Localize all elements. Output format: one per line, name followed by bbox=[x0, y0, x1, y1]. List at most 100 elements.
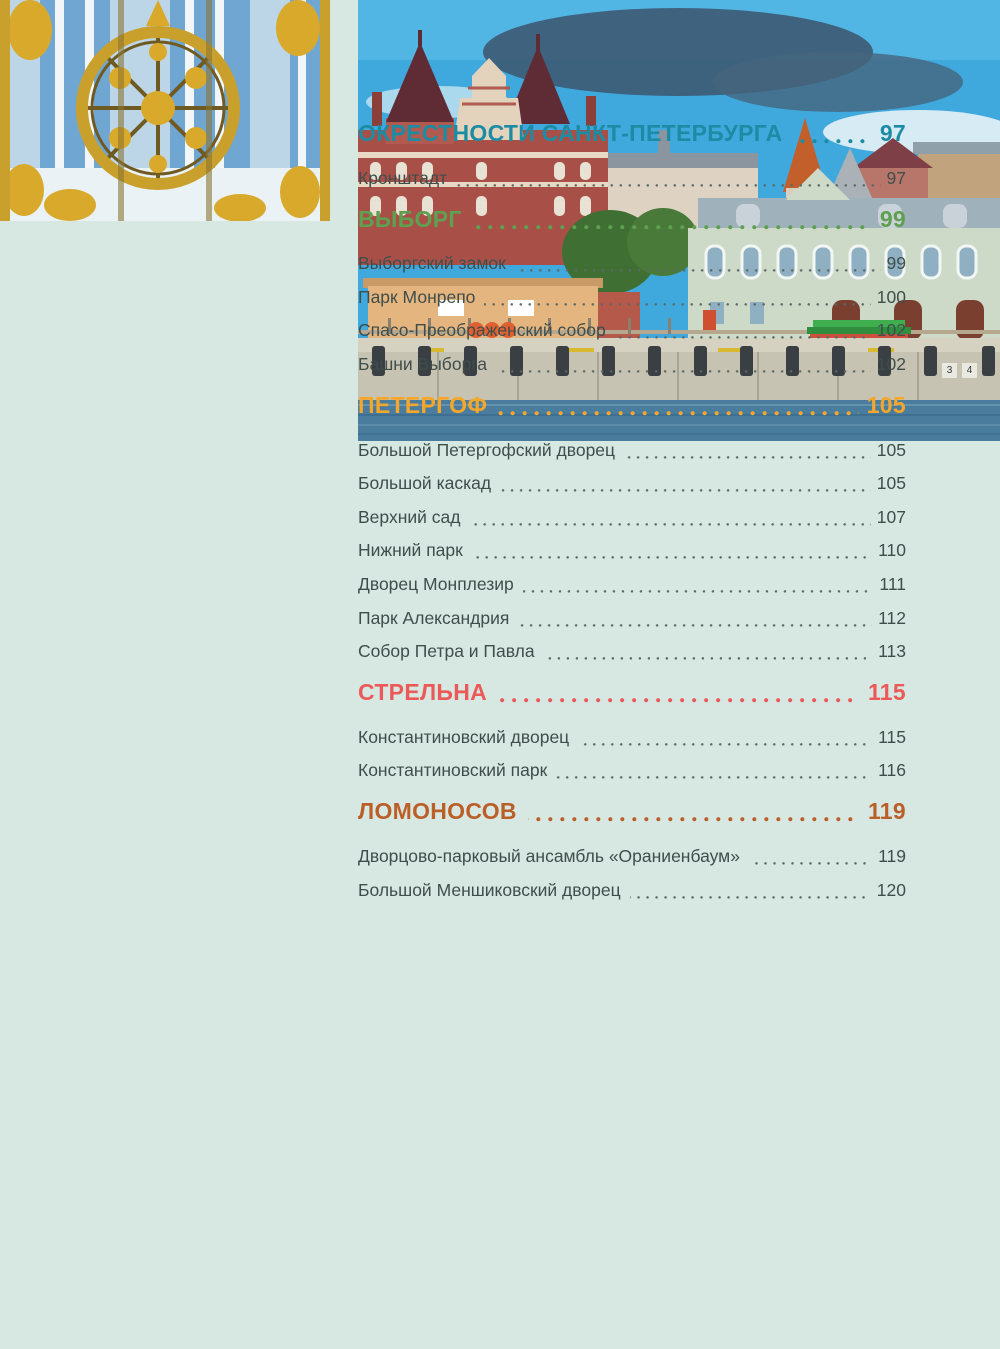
dotted-leader bbox=[494, 397, 862, 420]
dotted-leader bbox=[498, 478, 873, 496]
entry-page-number: 102 bbox=[876, 320, 906, 341]
entry-page-number: 112 bbox=[878, 607, 906, 628]
maroon-spire-right bbox=[506, 46, 570, 124]
entry-title: Дворцово-парковый ансамбль «Ораниенбаум» bbox=[358, 845, 740, 866]
dotted-leader bbox=[494, 684, 864, 707]
entry-page-number: 107 bbox=[876, 506, 906, 527]
section-header: ПЕТЕРГОФ 105 bbox=[358, 390, 906, 420]
section-page-number: 99 bbox=[879, 205, 906, 232]
entry-title: Верхний сад bbox=[358, 506, 461, 527]
entry-title: Нижний парк bbox=[358, 540, 463, 561]
maroon-spire-left bbox=[386, 42, 454, 122]
toc-entry: Собор Петра и Павла 113 bbox=[358, 630, 906, 664]
gilded-ring bbox=[76, 26, 240, 190]
toc-entry: Константиновский дворец 115 bbox=[358, 715, 906, 749]
toc-section-okrestnosti: ОКРЕСТНОСТИ САНКТ-ПЕТЕРБУРГА 97 Кронштад… bbox=[358, 118, 906, 190]
dotted-leader bbox=[513, 258, 883, 276]
pier-depth-mark: 4 bbox=[962, 363, 977, 378]
entry-title: Спасо-Преображенский собор bbox=[358, 320, 606, 341]
toc-section-vyborg: ВЫБОРГ 99 Выборгский замок 99 Парк Монре… bbox=[358, 204, 906, 376]
dotted-leader bbox=[542, 646, 875, 664]
dotted-leader bbox=[790, 125, 876, 148]
toc-section-lomonosov: ЛОМОНОСОВ 119 Дворцово-парковый ансамбль… bbox=[358, 796, 906, 901]
toc-entry: Башни Выборга 102 bbox=[358, 342, 906, 376]
entry-page-number: 116 bbox=[878, 760, 906, 781]
dotted-leader bbox=[576, 731, 874, 749]
section-header: ВЫБОРГ 99 bbox=[358, 204, 906, 234]
entry-page-number: 119 bbox=[878, 845, 906, 866]
toc-entry: Большой каскад 105 bbox=[358, 462, 906, 496]
section-header: СТРЕЛЬНА 115 bbox=[358, 677, 906, 707]
toc-section-strelna: СТРЕЛЬНА 115 Константиновский дворец 115… bbox=[358, 677, 906, 782]
dotted-leader bbox=[747, 850, 874, 868]
dotted-leader bbox=[521, 578, 876, 596]
section-title: ЛОМОНОСОВ bbox=[358, 798, 517, 825]
entry-title: Дворец Монплезир bbox=[358, 573, 514, 594]
vyborg-embankment-illustration bbox=[358, 0, 1000, 441]
entry-title: Большой Меншиковский дворец bbox=[358, 879, 621, 900]
dotted-leader bbox=[554, 765, 874, 783]
toc-entry: Парк Монрепо 100 bbox=[358, 275, 906, 309]
entry-page-number: 100 bbox=[876, 286, 906, 307]
section-title: ПЕТЕРГОФ bbox=[358, 391, 488, 418]
entry-page-number: 99 bbox=[886, 253, 906, 274]
toc-entry: Выборгский замок 99 bbox=[358, 242, 906, 276]
entry-page-number: 113 bbox=[878, 641, 906, 662]
entry-title: Кронштадт bbox=[358, 167, 448, 188]
entry-page-number: 115 bbox=[878, 726, 906, 747]
toc-entry: Большой Петергофский дворец 105 bbox=[358, 428, 906, 462]
section-title: СТРЕЛЬНА bbox=[358, 679, 488, 706]
dotted-leader bbox=[469, 211, 876, 234]
dotted-leader bbox=[516, 612, 874, 630]
toc-entry: Большой Меншиковский дворец 120 bbox=[358, 868, 906, 902]
toc-entry: Верхний сад 107 bbox=[358, 495, 906, 529]
toc-entry: Нижний парк 110 bbox=[358, 529, 906, 563]
dotted-leader bbox=[613, 325, 873, 343]
entry-title: Большой Петергофский дворец bbox=[358, 439, 616, 460]
entry-page-number: 111 bbox=[879, 573, 906, 594]
entry-page-number: 97 bbox=[886, 167, 906, 188]
entry-page-number: 105 bbox=[876, 473, 906, 494]
toc-entry: Константиновский парк 116 bbox=[358, 749, 906, 783]
entry-page-number: 105 bbox=[876, 439, 906, 460]
section-title: ВЫБОРГ bbox=[358, 205, 462, 232]
dotted-leader bbox=[454, 172, 882, 190]
entry-title: Большой каскад bbox=[358, 473, 492, 494]
dotted-leader bbox=[494, 358, 873, 376]
dotted-leader bbox=[622, 444, 873, 462]
entry-title: Парк Монрепо bbox=[358, 286, 476, 307]
toc-entry: Спасо-Преображенский собор 102 bbox=[358, 309, 906, 343]
entry-title: Собор Петра и Павла bbox=[358, 641, 535, 662]
section-page-number: 105 bbox=[866, 391, 906, 418]
dotted-leader bbox=[482, 291, 872, 309]
entry-title: Константиновский дворец bbox=[358, 726, 570, 747]
entry-title: Парк Александрия bbox=[358, 607, 510, 628]
pier-depth-mark: 3 bbox=[942, 363, 957, 378]
dotted-leader bbox=[628, 884, 873, 902]
entry-page-number: 120 bbox=[876, 879, 906, 900]
table-of-contents: ОКРЕСТНОСТИ САНКТ-ПЕТЕРБУРГА 97 Кронштад… bbox=[358, 118, 906, 902]
photo-vyborg-embankment: 3 4 bbox=[358, 0, 1000, 441]
section-page-number: 97 bbox=[879, 120, 906, 146]
toc-entry: Дворец Монплезир 111 bbox=[358, 562, 906, 596]
toc-entry: Парк Александрия 112 bbox=[358, 596, 906, 630]
dotted-leader bbox=[467, 511, 872, 529]
section-header: ОКРЕСТНОСТИ САНКТ-ПЕТЕРБУРГА 97 bbox=[358, 118, 906, 148]
section-header: ЛОМОНОСОВ 119 bbox=[358, 796, 906, 826]
section-page-number: 115 bbox=[867, 679, 906, 706]
dotted-leader bbox=[470, 545, 874, 563]
toc-section-petergof: ПЕТЕРГОФ 105 Большой Петергофский дворец… bbox=[358, 390, 906, 663]
golden-gate-illustration bbox=[0, 0, 330, 221]
section-title: ОКРЕСТНОСТИ САНКТ-ПЕТЕРБУРГА bbox=[358, 120, 783, 146]
toc-entry: Дворцово-парковый ансамбль «Ораниенбаум»… bbox=[358, 834, 906, 868]
entry-page-number: 110 bbox=[878, 540, 906, 561]
photo-golden-gate-detail bbox=[0, 0, 330, 221]
entry-title: Константиновский парк bbox=[358, 760, 548, 781]
section-page-number: 119 bbox=[867, 798, 906, 825]
entry-title: Выборгский замок bbox=[358, 253, 506, 274]
stepped-gable bbox=[454, 58, 524, 140]
entry-title: Башни Выборга bbox=[358, 353, 488, 374]
toc-entry: Кронштадт 97 bbox=[358, 156, 906, 190]
entry-page-number: 102 bbox=[876, 353, 906, 374]
